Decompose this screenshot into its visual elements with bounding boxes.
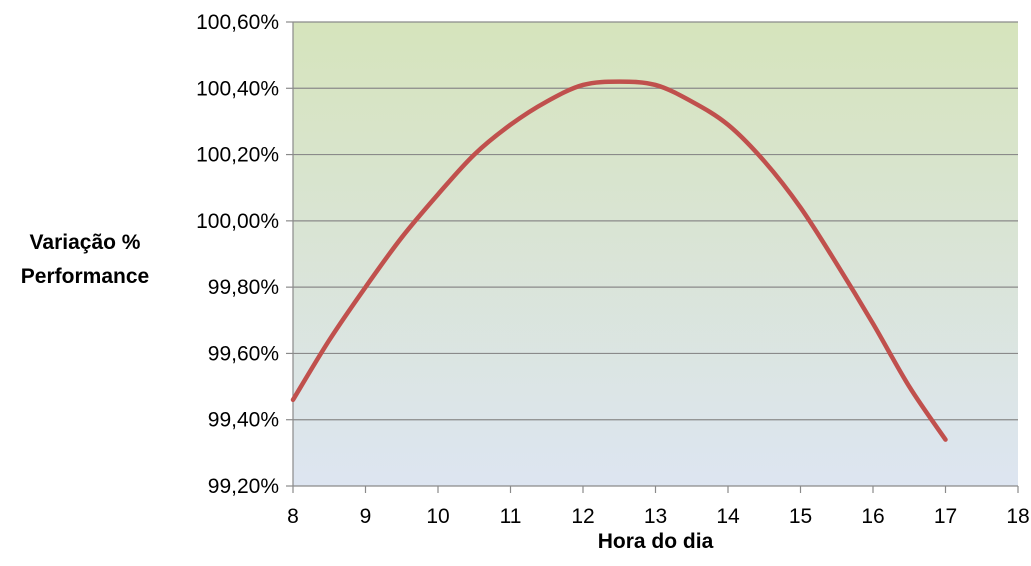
y-axis-label-line-1: Variação % [29, 231, 141, 254]
y-tick-label: 100,20% [196, 144, 279, 167]
x-tick-label: 11 [500, 505, 522, 528]
plot-background [293, 22, 1018, 486]
x-tick-label: 8 [287, 505, 299, 528]
series-line [290, 79, 948, 442]
x-tick-label: 18 [1006, 505, 1029, 528]
x-tick-label: 15 [789, 505, 812, 528]
y-axis-label: Variação % Performance [10, 226, 160, 294]
y-tick-label: 99,80% [208, 276, 279, 299]
y-tick-label: 99,40% [208, 409, 279, 432]
x-tick-label: 10 [426, 505, 449, 528]
y-tick-label: 99,60% [208, 342, 279, 365]
y-tick-label: 100,00% [196, 210, 279, 233]
y-axis-label-line-2: Performance [20, 265, 150, 288]
x-tick-label: 14 [716, 505, 740, 528]
y-tick-label: 100,60% [196, 11, 279, 34]
x-tick-label: 13 [644, 505, 667, 528]
x-tick-label: 12 [571, 505, 594, 528]
y-tick-label: 99,20% [208, 475, 279, 498]
x-tick-label: 16 [861, 505, 884, 528]
x-axis-label: Hora do dia [597, 530, 714, 553]
x-tick-label: 9 [360, 505, 372, 528]
y-tick-label: 100,40% [196, 77, 279, 100]
x-tick-label: 17 [934, 505, 957, 528]
